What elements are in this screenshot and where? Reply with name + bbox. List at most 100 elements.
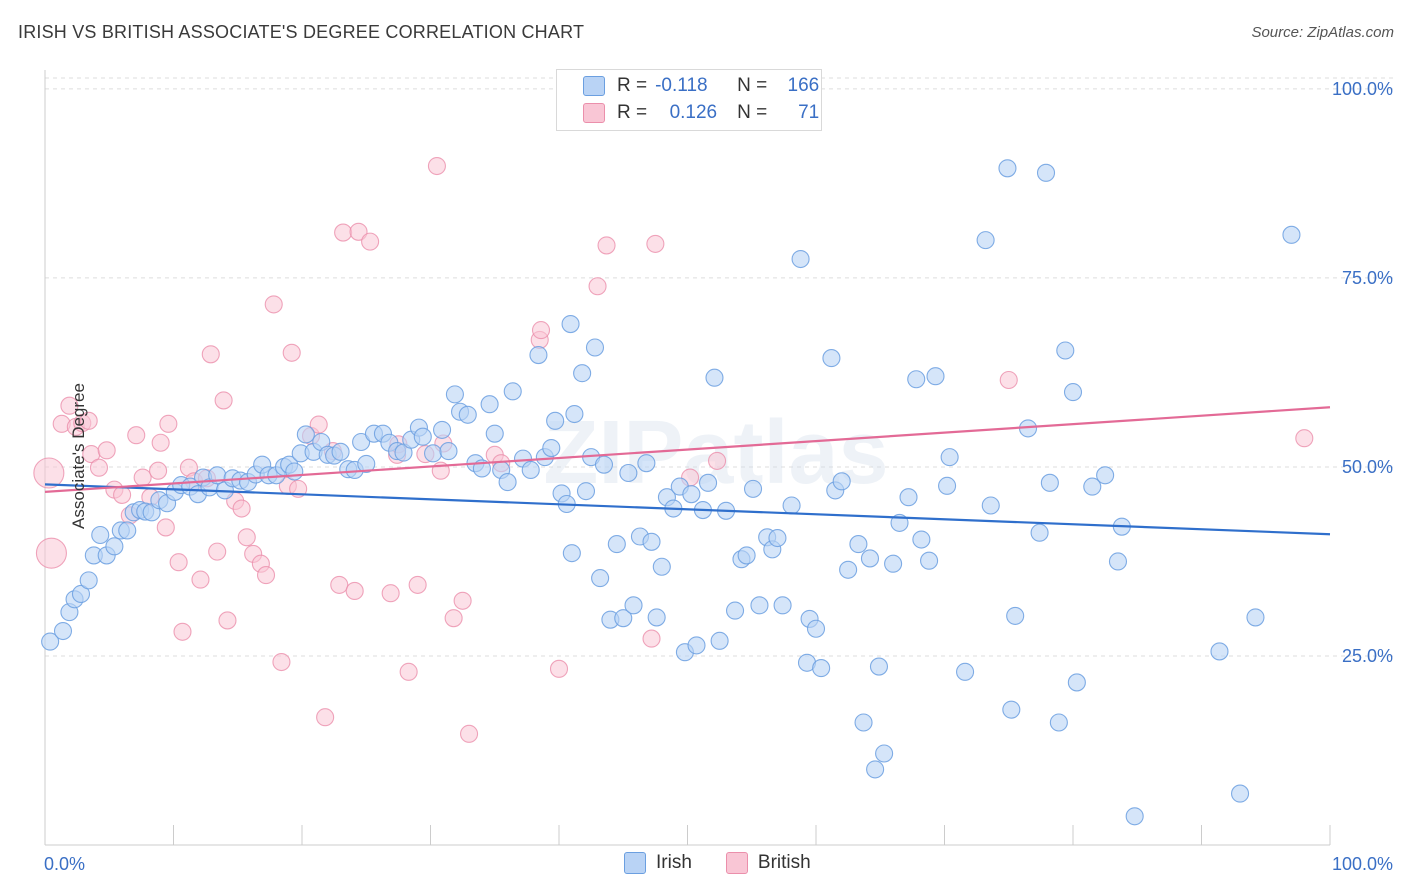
british-trend-line — [44, 406, 1331, 494]
y-tick-label: 50.0% — [1342, 457, 1393, 477]
y-tick-label: 25.0% — [1342, 646, 1393, 666]
irish-point — [445, 385, 464, 404]
irish-point — [920, 551, 939, 570]
irish-point — [854, 713, 873, 732]
irish-point — [285, 462, 304, 481]
irish-point — [433, 420, 452, 439]
british-point — [191, 570, 210, 589]
british-point — [214, 391, 233, 410]
n-value: 71 — [798, 102, 820, 123]
stats-legend: R = -0.118 N = 166 R = 0.126 N = 71 — [556, 69, 822, 131]
british-point — [208, 542, 227, 561]
tick-labels: 25.0% 50.0% 75.0% 100.0% 0.0% 100.0% — [44, 79, 1393, 874]
irish-point — [860, 549, 880, 568]
british-point — [256, 566, 276, 585]
british-point — [334, 223, 353, 242]
irish-trend-line — [44, 483, 1331, 536]
n-label: N = — [737, 102, 768, 123]
legend-row-irish: R = -0.118 N = 166 — [583, 74, 819, 98]
british-point — [232, 499, 251, 518]
trend-lines — [44, 406, 1331, 536]
legend-item-british: British — [725, 852, 811, 874]
irish-point — [849, 535, 868, 554]
chart-title: IRISH VS BRITISH ASSOCIATE'S DEGREE CORR… — [18, 22, 585, 42]
british-point — [642, 629, 661, 648]
irish-point — [71, 584, 91, 604]
british-point — [381, 584, 400, 603]
irish-point — [1067, 673, 1086, 692]
irish-point — [1002, 700, 1021, 719]
n-label: N = — [737, 75, 768, 96]
irish-point — [926, 367, 945, 386]
irish-point — [791, 249, 810, 269]
british-point — [459, 724, 479, 743]
british-point — [272, 652, 291, 672]
british-point — [444, 609, 463, 628]
irish-point — [296, 425, 315, 444]
irish-point — [976, 231, 995, 250]
irish-point — [806, 619, 826, 638]
irish-point — [642, 532, 661, 551]
irish-point — [832, 472, 851, 491]
british-point — [549, 659, 569, 678]
irish-point — [839, 560, 858, 579]
gridlines — [45, 77, 1395, 657]
irish-point — [737, 546, 756, 565]
british-point — [60, 396, 79, 415]
irish-point — [498, 473, 517, 492]
x-tick-label: 0.0% — [44, 854, 85, 874]
r-value: -0.118 — [655, 75, 708, 96]
british-point — [97, 441, 116, 460]
irish-point — [614, 609, 633, 628]
irish-point — [546, 411, 565, 430]
british-point — [345, 581, 364, 601]
british-point — [531, 321, 551, 340]
irish-point — [585, 338, 605, 357]
british-point — [1295, 429, 1314, 448]
irish-point — [940, 448, 959, 467]
irish-point — [875, 744, 894, 763]
legend-item-irish: Irish — [624, 852, 692, 874]
british-point — [427, 156, 446, 176]
british-point — [408, 575, 427, 594]
legend-label-irish: Irish — [656, 852, 692, 873]
irish-point — [413, 427, 432, 446]
irish-point — [812, 659, 831, 678]
irish-point — [1108, 552, 1128, 571]
irish-point — [869, 657, 889, 676]
irish-point — [41, 632, 60, 651]
y-tick-label: 100.0% — [1332, 79, 1393, 99]
irish-point — [1246, 608, 1265, 627]
british-point — [309, 415, 328, 434]
british-point — [35, 537, 67, 569]
irish-point — [822, 349, 841, 368]
irish-swatch — [583, 76, 605, 96]
irish-point — [439, 442, 458, 461]
irish-point — [884, 554, 903, 573]
irish-point — [573, 364, 592, 383]
r-label: R = — [617, 75, 648, 96]
irish-point — [938, 476, 957, 495]
irish-point — [53, 621, 73, 641]
irish-point — [782, 496, 801, 515]
british-point — [127, 426, 146, 445]
irish-point — [357, 454, 376, 473]
irish-point — [576, 482, 596, 501]
irish-point — [1282, 225, 1301, 244]
irish-point — [503, 382, 522, 401]
british-point — [646, 234, 665, 253]
irish-point — [607, 535, 626, 554]
british-point — [151, 433, 170, 452]
british-point — [156, 518, 175, 537]
irish-point — [91, 525, 110, 545]
irish-point — [705, 368, 724, 387]
irish-point — [687, 636, 706, 655]
y-axis-label: Associate's Degree — [68, 383, 88, 529]
british-point — [316, 708, 335, 727]
series-legend: Irish British — [624, 852, 845, 874]
irish-point — [1030, 523, 1049, 542]
british-swatch — [583, 103, 605, 123]
n-value: 166 — [787, 75, 820, 96]
irish-point — [105, 537, 124, 556]
